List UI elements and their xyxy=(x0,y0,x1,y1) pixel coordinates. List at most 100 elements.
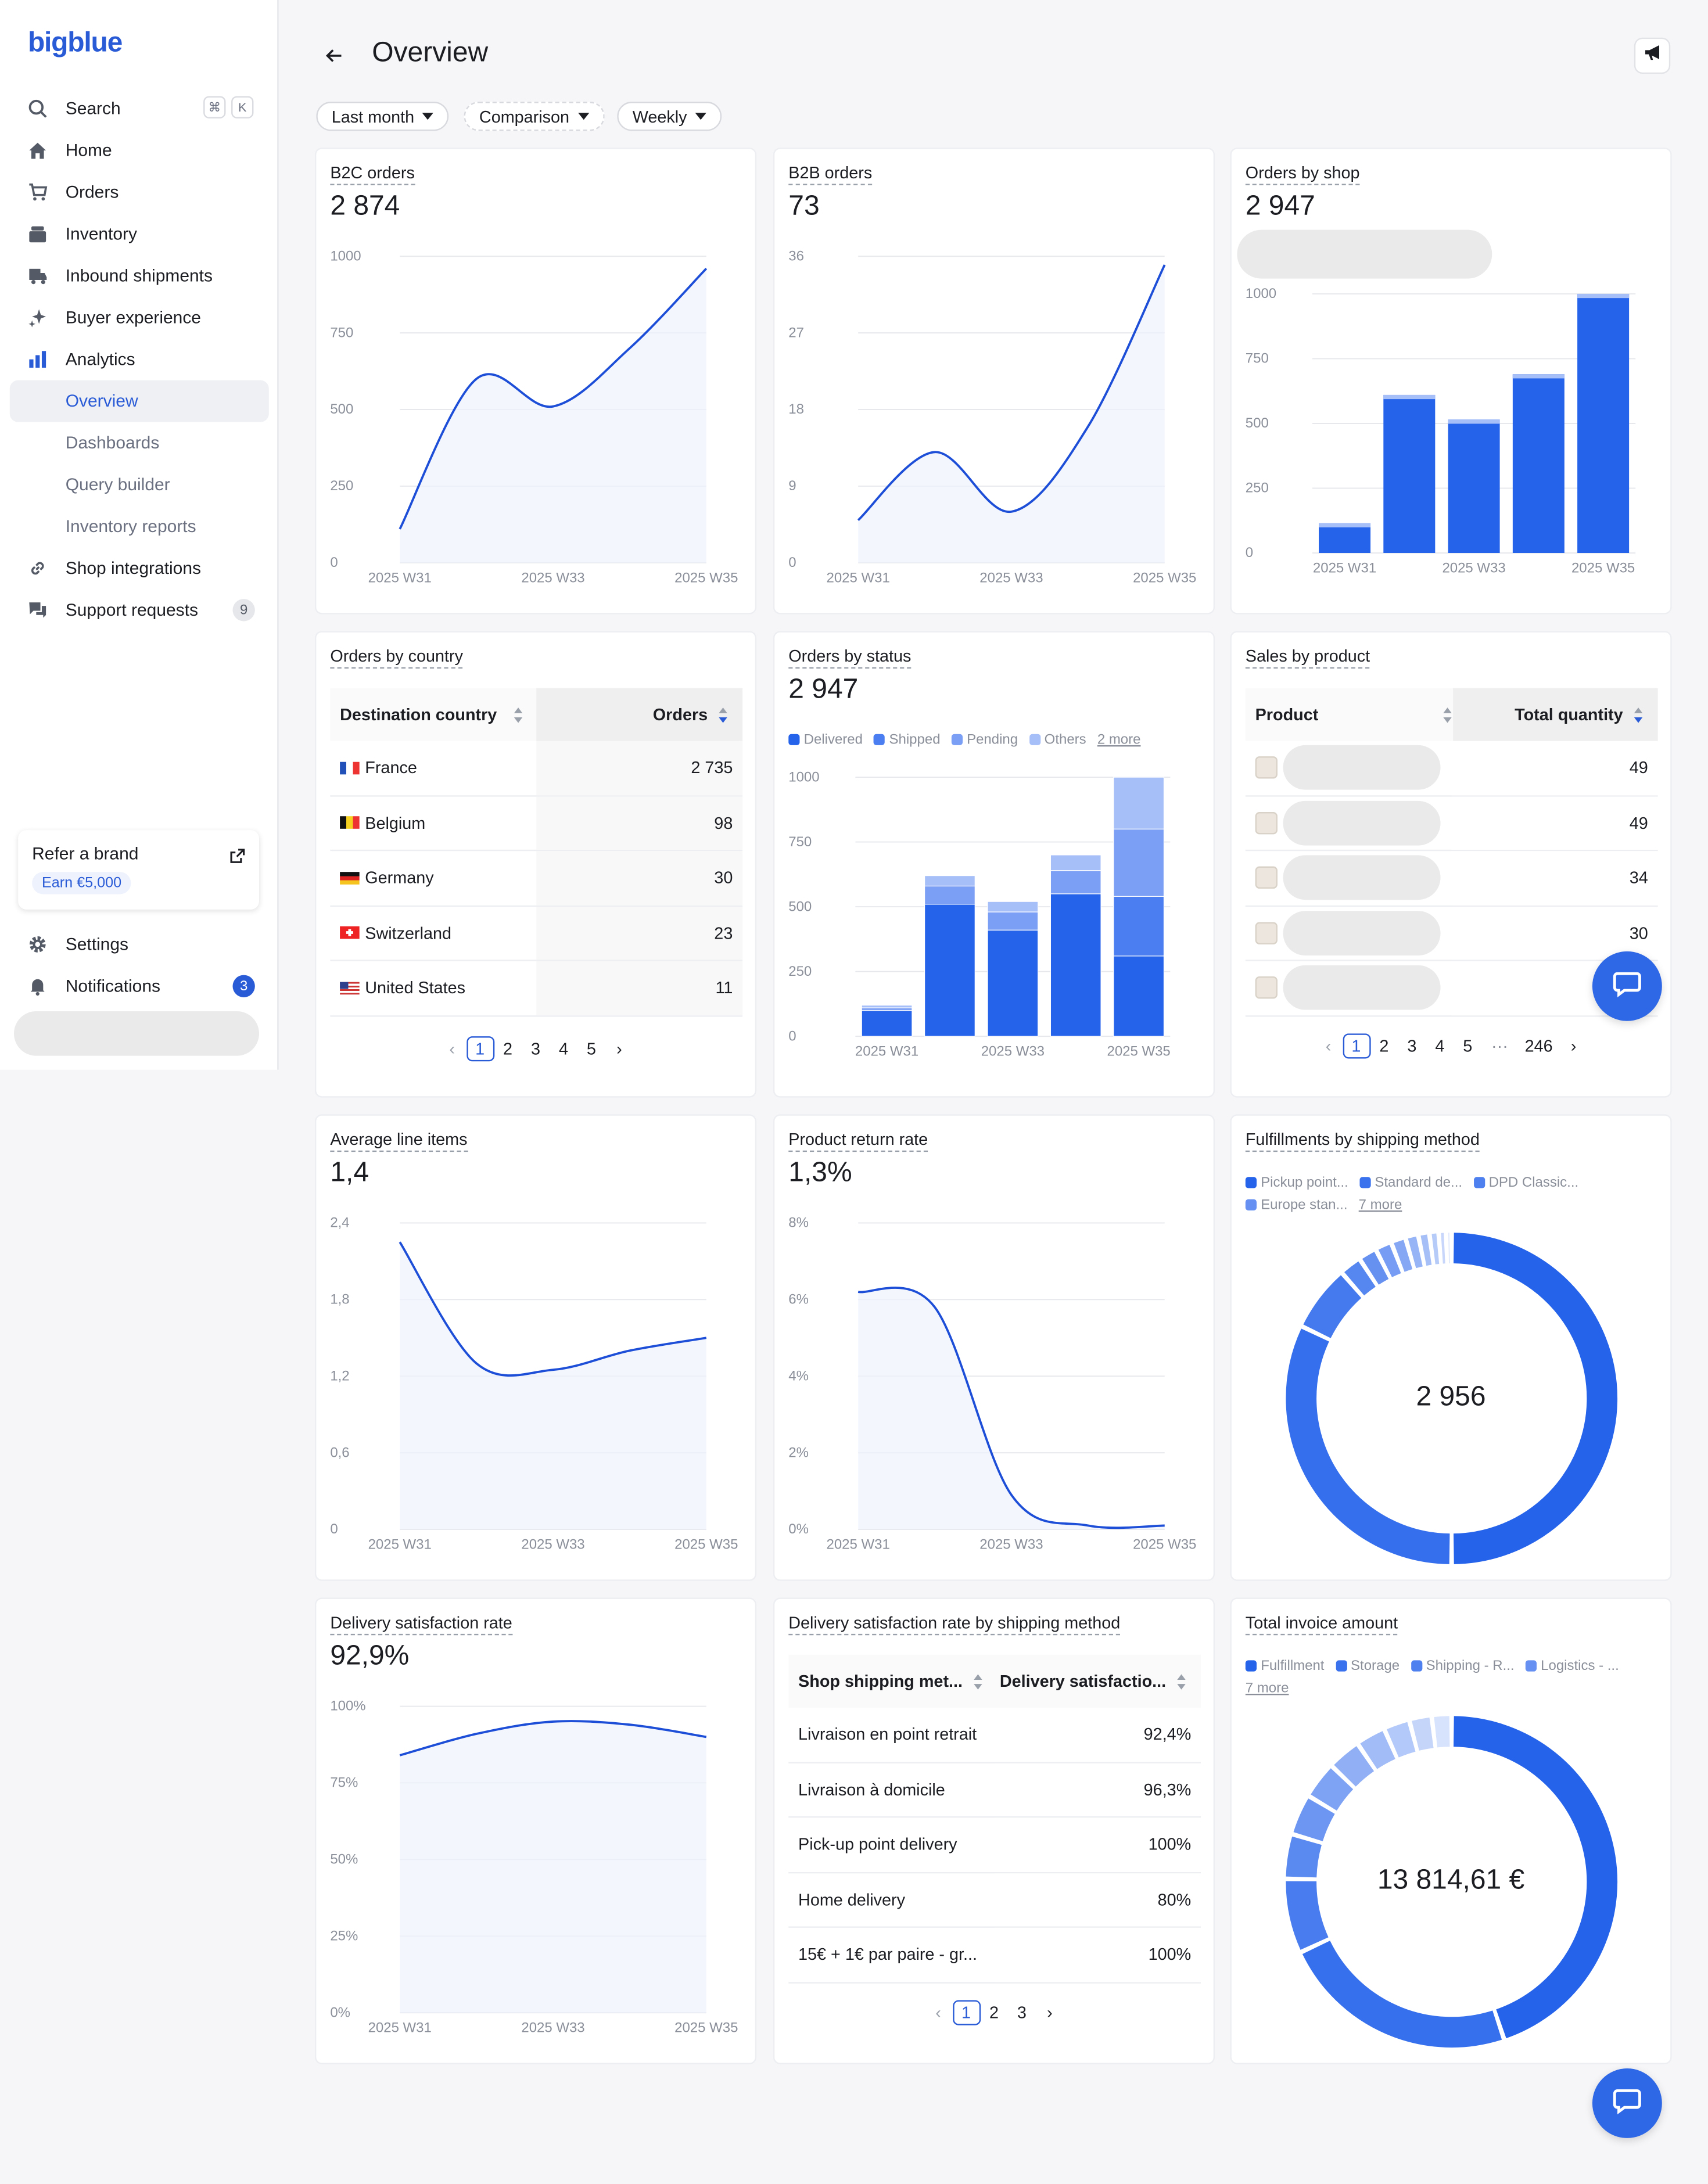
total-quantity-header[interactable]: Total quantity xyxy=(1453,688,1658,741)
card-title[interactable]: B2C orders xyxy=(330,163,415,185)
page-last[interactable]: 246 xyxy=(1524,1036,1553,1056)
page-2[interactable]: 2 xyxy=(503,1039,513,1059)
orders-count: 23 xyxy=(536,906,743,960)
sort-icon[interactable] xyxy=(1444,706,1454,723)
card-title[interactable]: B2B orders xyxy=(788,163,873,185)
card-title[interactable]: Orders by country xyxy=(330,646,464,669)
legend-more-link[interactable]: 2 more xyxy=(1097,732,1141,748)
sort-icon[interactable] xyxy=(514,706,523,723)
next-page-icon[interactable]: › xyxy=(1047,2003,1053,2023)
delivery-satisfaction-header[interactable]: Delivery satisfactio... xyxy=(995,1654,1201,1708)
page-5[interactable]: 5 xyxy=(1463,1036,1473,1056)
card-title[interactable]: Delivery satisfaction rate xyxy=(330,1613,512,1636)
legend-more-link[interactable]: 7 more xyxy=(1358,1198,1402,1213)
product-header[interactable]: Product xyxy=(1245,688,1454,741)
product-name-placeholder[interactable] xyxy=(1283,910,1441,956)
next-page-icon[interactable]: › xyxy=(1570,1036,1577,1056)
page-4[interactable]: 4 xyxy=(558,1039,569,1059)
legend-more-link[interactable]: 7 more xyxy=(1245,1681,1289,1697)
legend-item[interactable]: Storage xyxy=(1335,1656,1400,1678)
page-3[interactable]: 3 xyxy=(1407,1036,1417,1056)
legend-item[interactable]: Pickup point... xyxy=(1245,1173,1348,1195)
sidebar-item-home[interactable]: Home xyxy=(10,130,269,171)
period-filter[interactable]: Last month xyxy=(316,102,450,131)
prev-page-icon[interactable]: ‹ xyxy=(935,2003,941,2023)
legend-item[interactable]: Others xyxy=(1029,732,1086,748)
legend-item[interactable]: Shipping - R... xyxy=(1411,1656,1515,1678)
card-title[interactable]: Product return rate xyxy=(788,1130,928,1152)
shop-selector-placeholder[interactable] xyxy=(1237,229,1492,279)
sidebar-item-support-requests[interactable]: Support requests 9 xyxy=(10,589,269,631)
orders-header[interactable]: Orders xyxy=(536,688,743,741)
refer-a-brand-card[interactable]: Refer a brand Earn €5,000 xyxy=(18,830,260,910)
destination-country-header[interactable]: Destination country xyxy=(330,688,537,741)
card-title[interactable]: Sales by product xyxy=(1245,646,1370,669)
sidebar-item-analytics[interactable]: Analytics xyxy=(10,339,269,380)
sidebar-item-overview[interactable]: Overview xyxy=(9,380,269,422)
back-arrow-icon[interactable] xyxy=(323,45,345,74)
card-title[interactable]: Delivery satisfaction rate by shipping m… xyxy=(788,1613,1121,1636)
prev-page-icon[interactable]: ‹ xyxy=(449,1039,455,1059)
sort-desc-icon[interactable] xyxy=(1634,706,1644,723)
legend-item[interactable]: Europe stan... xyxy=(1245,1195,1348,1217)
product-name-placeholder[interactable] xyxy=(1283,800,1441,845)
page-5[interactable]: 5 xyxy=(586,1039,596,1059)
card-title[interactable]: Orders by shop xyxy=(1245,163,1360,185)
granularity-filter[interactable]: Weekly xyxy=(617,102,722,131)
bigblue-logo[interactable]: bigblue xyxy=(27,27,123,59)
sidebar-item-settings[interactable]: Settings xyxy=(10,924,269,965)
product-name-placeholder[interactable] xyxy=(1283,965,1441,1011)
announcement-button[interactable] xyxy=(1634,37,1671,74)
search-button[interactable]: Search ⌘ K xyxy=(10,88,269,130)
legend-item[interactable]: Fulfillment xyxy=(1245,1656,1324,1678)
b2c-orders-card: B2C orders 2 874 0 250 500 750 1000 2025 W31 2… xyxy=(316,149,755,613)
card-value: 2 874 xyxy=(330,191,400,222)
prev-page-icon[interactable]: ‹ xyxy=(1325,1036,1332,1056)
product-name-placeholder[interactable] xyxy=(1283,745,1441,791)
comparison-filter[interactable]: Comparison xyxy=(464,102,605,131)
card-title[interactable]: Average line items xyxy=(330,1130,468,1152)
fulfillments-by-shipping-card: Fulfillments by shipping method Pickup p… xyxy=(1231,1115,1671,1580)
page-2[interactable]: 2 xyxy=(1379,1036,1389,1056)
card-title[interactable]: Orders by status xyxy=(788,646,912,669)
chat-support-button[interactable] xyxy=(1592,951,1662,1021)
page-1[interactable]: 1 xyxy=(466,1036,494,1062)
legend-item[interactable]: Shipped xyxy=(874,732,941,748)
sidebar-item-inbound-shipments[interactable]: Inbound shipments xyxy=(10,255,269,297)
sidebar-item-orders[interactable]: Orders xyxy=(10,171,269,213)
legend-item[interactable]: DPD Classic... xyxy=(1473,1173,1578,1195)
external-link-icon[interactable] xyxy=(230,846,245,871)
sort-icon[interactable] xyxy=(1177,1673,1187,1689)
page-2[interactable]: 2 xyxy=(989,2003,999,2023)
satisfaction-rate: 92,4% xyxy=(995,1707,1201,1762)
legend-item[interactable]: Standard de... xyxy=(1359,1173,1462,1195)
legend-item[interactable]: Pending xyxy=(951,732,1018,748)
page-3[interactable]: 3 xyxy=(1017,2003,1027,2023)
donut-slice xyxy=(1408,1236,1423,1269)
sort-icon[interactable] xyxy=(974,1673,984,1689)
donut-total: 2 956 xyxy=(1416,1381,1486,1413)
sidebar-item-inventory[interactable]: Inventory xyxy=(10,213,269,255)
legend-item[interactable]: Delivered xyxy=(788,732,863,748)
sidebar-item-query-builder[interactable]: Query builder xyxy=(10,464,269,506)
card-title[interactable]: Fulfillments by shipping method xyxy=(1245,1130,1480,1152)
chat-support-button[interactable] xyxy=(1592,2068,1662,2138)
product-name-placeholder[interactable] xyxy=(1283,855,1441,900)
user-profile-placeholder[interactable] xyxy=(13,1011,260,1056)
page-1[interactable]: 1 xyxy=(1342,1033,1370,1059)
page-4[interactable]: 4 xyxy=(1435,1036,1445,1056)
sidebar-item-buyer-experience[interactable]: Buyer experience xyxy=(10,297,269,339)
sort-desc-icon[interactable] xyxy=(719,706,729,723)
sidebar-item-notifications[interactable]: Notifications 3 xyxy=(10,965,269,1007)
sidebar-item-dashboards[interactable]: Dashboards xyxy=(10,422,269,464)
card-value: 2 947 xyxy=(1245,191,1315,222)
shipping-method-header[interactable]: Shop shipping met... xyxy=(788,1654,995,1708)
sidebar-item-inventory-reports[interactable]: Inventory reports xyxy=(10,505,269,547)
page-1[interactable]: 1 xyxy=(952,2000,980,2025)
page-3[interactable]: 3 xyxy=(531,1039,541,1059)
next-page-icon[interactable]: › xyxy=(616,1039,622,1059)
sidebar-item-shop-integrations[interactable]: Shop integrations xyxy=(10,547,269,589)
card-title[interactable]: Total invoice amount xyxy=(1245,1613,1398,1636)
page-title: Overview xyxy=(372,37,489,69)
legend-item[interactable]: Logistics - ... xyxy=(1525,1656,1619,1678)
